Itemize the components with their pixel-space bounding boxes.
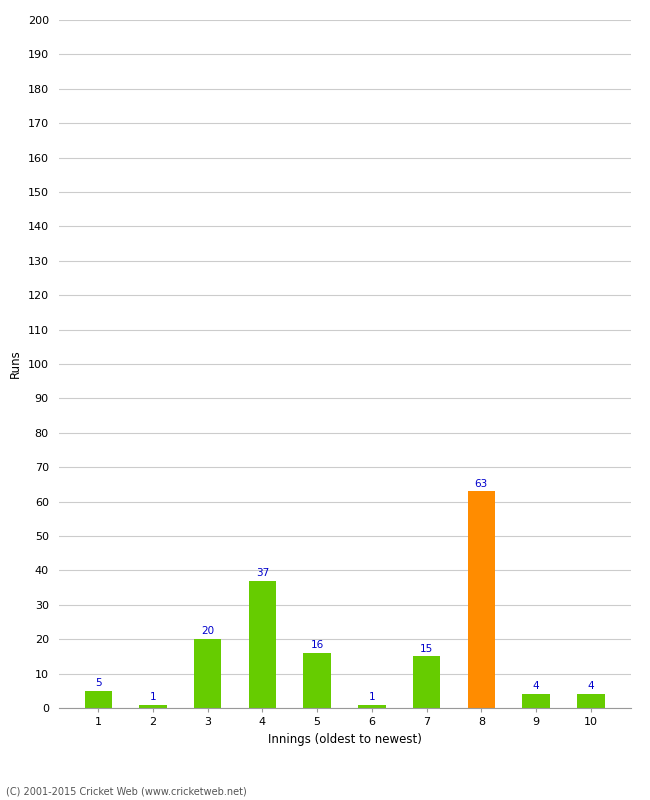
Bar (194, 639, 222, 708)
Text: 63: 63 (474, 478, 488, 489)
Bar (139, 705, 166, 708)
Text: 37: 37 (255, 568, 269, 578)
Bar (358, 705, 385, 708)
X-axis label: Innings (oldest to newest): Innings (oldest to newest) (268, 733, 421, 746)
Y-axis label: Runs: Runs (9, 350, 22, 378)
Text: 15: 15 (420, 644, 434, 654)
Bar (577, 694, 605, 708)
Bar (467, 491, 495, 708)
Text: 1: 1 (150, 692, 156, 702)
Text: 16: 16 (311, 640, 324, 650)
Bar (523, 694, 550, 708)
Text: 5: 5 (95, 678, 101, 688)
Text: 20: 20 (201, 626, 214, 637)
Bar (249, 581, 276, 708)
Bar (84, 690, 112, 708)
Text: 4: 4 (588, 682, 594, 691)
Bar (304, 653, 331, 708)
Bar (413, 656, 440, 708)
Text: 1: 1 (369, 692, 375, 702)
Text: 4: 4 (533, 682, 540, 691)
Text: (C) 2001-2015 Cricket Web (www.cricketweb.net): (C) 2001-2015 Cricket Web (www.cricketwe… (6, 786, 247, 796)
